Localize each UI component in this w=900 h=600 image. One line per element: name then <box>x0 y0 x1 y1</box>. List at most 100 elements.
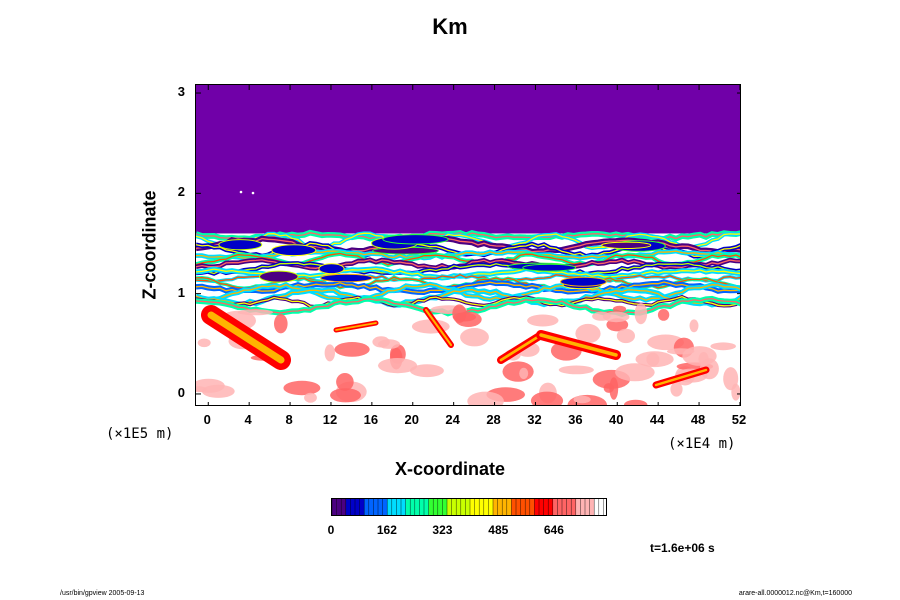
x-tick-label: 0 <box>203 412 211 427</box>
colorbar-cell <box>424 499 429 515</box>
x-tick-label: 48 <box>690 412 706 427</box>
contour-line <box>196 297 740 315</box>
colorbar-cell <box>483 499 489 515</box>
boundary-blotch <box>330 388 361 403</box>
colorbar-cell <box>414 499 420 515</box>
streak-core <box>207 311 285 364</box>
colorbar-cell <box>497 499 503 515</box>
boundary-blotch <box>452 312 476 322</box>
colorbar-cell <box>474 499 480 515</box>
x-scale-label: (×1E4 m) <box>668 436 736 452</box>
boundary-blotch <box>467 391 504 405</box>
field-speck <box>239 190 243 194</box>
colorbar-cell <box>548 499 554 515</box>
colorbar-tick-label: 646 <box>543 523 564 537</box>
colorbar-cell <box>575 499 581 515</box>
streak-core <box>424 308 453 347</box>
colorbar-cell <box>364 499 370 515</box>
colorbar-cell <box>336 499 342 515</box>
contour-line <box>196 283 740 301</box>
x-tick-label: 12 <box>322 412 338 427</box>
colorbar-cell <box>479 499 485 515</box>
colorbar-cell <box>585 499 590 515</box>
x-axis-label: X-coordinate <box>394 459 505 479</box>
colorbar-cell <box>447 499 452 515</box>
boundary-blotch <box>670 382 683 397</box>
streak-core <box>654 368 708 387</box>
colorbar-cell <box>451 499 457 515</box>
colorbar-cell <box>557 499 563 515</box>
field-speck <box>251 191 255 195</box>
boundary-blotch <box>657 309 670 321</box>
footer-left: /usr/bin/gpview 2005-09-13 <box>60 590 145 597</box>
boundary-blotch <box>336 373 354 391</box>
colorbar-cell <box>396 499 402 515</box>
boundary-blotch <box>372 336 390 348</box>
boundary-blotch <box>612 305 627 313</box>
boundary-blotch <box>624 399 648 405</box>
time-label: t=1.6e+06 s <box>650 541 715 555</box>
low-value-pocket <box>218 239 263 251</box>
x-tick-label: 28 <box>486 412 501 427</box>
x-tick-label: 4 <box>244 412 252 427</box>
x-tick-label: 32 <box>527 412 542 427</box>
colorbar-cell <box>350 499 356 515</box>
colorbar-cell <box>594 499 600 515</box>
colorbar-cell <box>529 499 535 515</box>
x-tick-label: 24 <box>445 412 460 427</box>
colorbar-cell <box>373 499 379 515</box>
colorbar-cell <box>562 499 567 515</box>
boundary-blotch <box>334 342 370 357</box>
y-axis-label: Z-coordinate <box>139 190 160 300</box>
boundary-blotch <box>409 364 444 378</box>
y-scale-label: (×1E5 m) <box>106 426 174 442</box>
y-tick-label: 2 <box>177 184 185 200</box>
boundary-blotch <box>575 323 601 344</box>
boundary-blotch <box>304 392 317 403</box>
boundary-blotch <box>530 391 564 405</box>
boundary-blotch <box>197 338 211 348</box>
upper-layer-region <box>196 85 740 234</box>
contour-line <box>196 296 740 308</box>
boundary-blotch <box>646 352 660 367</box>
colorbar-cell <box>502 499 508 515</box>
low-value-pocket <box>259 270 299 283</box>
colorbar-cell <box>520 499 526 515</box>
low-value-pocket <box>560 276 607 287</box>
colorbar-cell <box>516 499 521 515</box>
plot-area <box>195 84 741 406</box>
colorbar-cell <box>511 499 517 515</box>
colorbar-cell <box>460 499 466 515</box>
footer-right: arare-all.0000012.nc@Km,t=160000 <box>738 590 852 597</box>
colorbar-cell <box>470 499 475 515</box>
colorbar-cell <box>566 499 572 515</box>
boundary-blotch <box>283 380 321 396</box>
x-tick-label: 8 <box>285 412 293 427</box>
low-value-pocket <box>601 241 652 250</box>
y-tick-label: 3 <box>177 84 185 100</box>
colorbar-cell <box>401 499 406 515</box>
boundary-blotch <box>519 367 529 380</box>
colorbar-cell <box>332 499 337 515</box>
colorbar-cell <box>603 499 606 515</box>
colorbar-tick-label: 0 <box>327 523 335 537</box>
colorbar-cell <box>571 499 577 515</box>
colorbar-cell <box>391 499 397 515</box>
colorbar-cell <box>405 499 411 515</box>
low-value-pocket <box>522 263 577 272</box>
colorbar-cell <box>589 499 595 515</box>
colorbar-tick-label: 162 <box>376 523 397 537</box>
contour-line <box>196 262 740 275</box>
colorbar-cell <box>359 499 365 515</box>
boundary-blotch <box>573 395 591 404</box>
colorbar-cell <box>552 499 558 515</box>
colorbar-cell <box>506 499 512 515</box>
boundary-blotch <box>201 384 235 398</box>
colorbar-cell <box>539 499 544 515</box>
y-tick-label: 0 <box>177 384 185 400</box>
boundary-blotch <box>731 383 740 401</box>
streak-core <box>539 333 618 357</box>
low-value-pocket <box>318 263 345 275</box>
colorbar-cell <box>534 499 540 515</box>
chart-title: Km <box>432 14 468 39</box>
